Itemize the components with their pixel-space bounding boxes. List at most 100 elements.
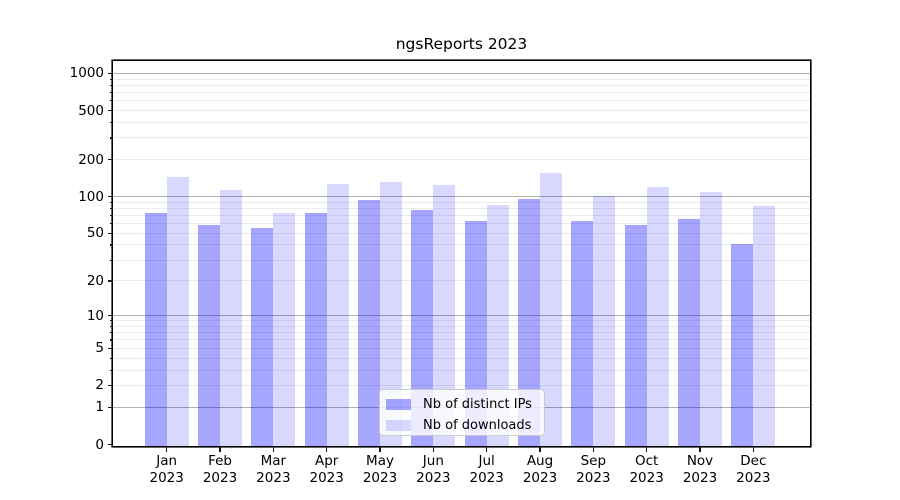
gridline <box>113 100 810 102</box>
bar-distinct-ips <box>731 243 754 446</box>
y-tick-mark <box>108 232 113 234</box>
gridline <box>113 280 810 282</box>
gridline <box>113 259 810 261</box>
y-minor-tick-mark <box>110 137 113 139</box>
y-minor-tick-mark <box>110 121 113 124</box>
legend: Nb of distinct IPs Nb of downloads <box>379 389 545 436</box>
gridline <box>113 91 810 93</box>
y-minor-tick-mark <box>110 78 113 80</box>
bar-downloads <box>700 192 722 446</box>
y-minor-tick-mark <box>110 320 113 322</box>
x-tick-mark <box>432 447 434 452</box>
y-tick-mark <box>108 347 113 349</box>
bar-downloads <box>380 182 403 446</box>
gridline <box>113 159 810 161</box>
y-tick-label: 200 <box>78 151 104 168</box>
x-tick-mark <box>752 447 754 452</box>
legend-item-distinct-ips: Nb of distinct IPs <box>386 395 535 414</box>
x-tick-mark <box>219 447 221 452</box>
bar-distinct-ips <box>358 200 381 446</box>
gridline <box>113 339 810 341</box>
y-minor-tick-mark <box>110 332 113 334</box>
y-tick-mark <box>108 110 113 112</box>
gridline <box>113 315 810 317</box>
gridline <box>113 207 810 209</box>
x-tick-mark <box>699 447 701 452</box>
gridline <box>113 384 810 386</box>
gridline <box>113 357 810 359</box>
y-minor-tick-mark <box>110 214 113 217</box>
y-minor-tick-mark <box>110 100 113 102</box>
x-tick-label: Aug 2023 <box>522 453 558 486</box>
gridline <box>113 232 810 234</box>
x-tick-mark <box>592 447 594 452</box>
y-minor-tick-mark <box>110 369 113 371</box>
bar-distinct-ips <box>624 224 647 446</box>
y-minor-tick-mark <box>110 325 113 328</box>
x-tick-mark <box>379 447 381 452</box>
y-tick-label: 2 <box>95 377 104 394</box>
y-tick-mark <box>108 159 113 161</box>
x-tick-label: May 2023 <box>362 453 398 486</box>
bar-distinct-ips <box>411 209 434 446</box>
x-tick-label: Mar 2023 <box>256 453 291 486</box>
y-tick-label: 10 <box>86 307 104 324</box>
x-tick-label: Jun 2023 <box>416 453 451 486</box>
gridline <box>113 196 810 198</box>
y-tick-label: 500 <box>78 102 104 119</box>
y-tick-mark <box>108 280 113 282</box>
y-minor-tick-mark <box>110 339 113 341</box>
y-tick-label: 1 <box>95 399 104 416</box>
gridline <box>113 201 810 203</box>
x-tick-label: Jan 2023 <box>149 453 184 486</box>
y-minor-tick-mark <box>110 223 113 225</box>
y-tick-mark <box>108 72 113 75</box>
bar-distinct-ips <box>571 221 594 446</box>
y-tick-mark <box>108 406 113 408</box>
gridline <box>113 137 810 139</box>
bar-distinct-ips <box>678 218 700 446</box>
plot-area <box>113 61 810 446</box>
gridline <box>113 110 810 112</box>
x-tick-label: Jul 2023 <box>469 453 504 486</box>
y-minor-tick-mark <box>110 259 113 261</box>
bar-downloads <box>753 206 776 446</box>
legend-label-downloads: Nb of downloads <box>423 418 532 433</box>
x-tick-mark <box>166 447 168 452</box>
x-tick-label: Sep 2023 <box>576 453 611 486</box>
gridline <box>113 325 810 327</box>
y-minor-tick-mark <box>110 357 113 359</box>
gridline <box>113 320 810 322</box>
x-tick-label: Dec 2023 <box>736 453 771 486</box>
x-tick-mark <box>539 447 541 452</box>
y-tick-mark <box>108 384 113 387</box>
y-tick-label: 50 <box>86 225 104 242</box>
x-tick-mark <box>646 447 648 452</box>
gridline <box>113 347 810 349</box>
y-minor-tick-mark <box>110 84 113 86</box>
bar-downloads <box>326 183 349 446</box>
y-minor-tick-mark <box>110 91 113 94</box>
bar-downloads <box>486 205 509 446</box>
gridline <box>113 72 810 74</box>
bar-downloads <box>593 196 616 446</box>
gridline <box>113 369 810 371</box>
x-tick-label: Nov 2023 <box>682 453 718 486</box>
gridline <box>113 78 810 80</box>
y-tick-label: 20 <box>86 272 104 289</box>
bar-downloads <box>220 190 243 446</box>
legend-label-distinct-ips: Nb of distinct IPs <box>423 397 532 412</box>
legend-swatch-downloads <box>386 420 411 431</box>
y-minor-tick-mark <box>110 201 113 203</box>
chart-title: ngsReports 2023 <box>395 35 528 53</box>
x-tick-mark <box>486 447 488 452</box>
bar-distinct-ips <box>198 224 221 446</box>
gridline <box>113 332 810 334</box>
bar-distinct-ips <box>518 199 540 446</box>
y-tick-mark <box>108 315 113 317</box>
gridline <box>113 121 810 123</box>
y-tick-label: 1000 <box>69 65 104 82</box>
bar-downloads <box>166 176 189 446</box>
y-tick-label: 100 <box>78 188 104 205</box>
